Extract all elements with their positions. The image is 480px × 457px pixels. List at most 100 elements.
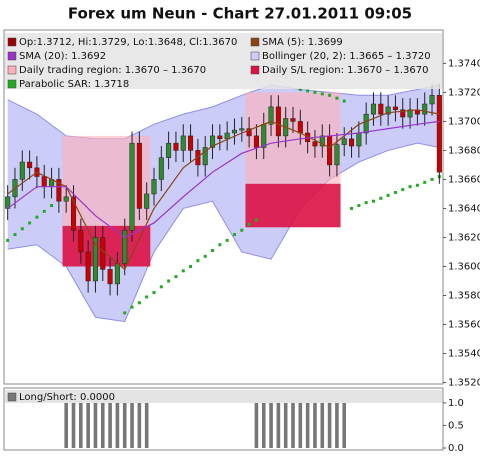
- y-tick-label: 1.3700: [448, 116, 480, 127]
- y-tick-label: 1.3740: [448, 58, 480, 69]
- y-tick-label: 0.0: [448, 443, 464, 454]
- candle-body: [436, 95, 442, 173]
- sar-dot: [174, 275, 178, 279]
- candle-body: [407, 109, 413, 118]
- sar-dot: [298, 87, 302, 91]
- legend-swatch: [7, 79, 17, 89]
- bar: [144, 402, 149, 448]
- candle-body: [312, 141, 318, 147]
- y-tick-label: 0.5: [448, 420, 464, 431]
- sma-line: [7, 109, 440, 271]
- mid-layer: [5, 83, 442, 448]
- legend-swatch: [250, 37, 260, 47]
- bar: [276, 402, 281, 448]
- legend-label: Daily S/L region: 1.3670 – 1.3670: [262, 65, 428, 76]
- sar-dot: [211, 249, 215, 253]
- candle-body: [400, 109, 406, 118]
- candle-body: [122, 229, 128, 264]
- candle-body: [246, 128, 252, 137]
- sar-dot: [247, 222, 251, 226]
- sar-dot: [393, 190, 397, 194]
- candle-body: [268, 106, 274, 125]
- sar-dot: [335, 96, 339, 100]
- legend-swatch: [250, 51, 260, 61]
- candle-body: [129, 142, 135, 231]
- legend-label: Daily trading region: 1.3670 – 1.3670: [19, 65, 206, 76]
- candle-body: [327, 135, 333, 166]
- sar-dot: [306, 89, 310, 93]
- y-tick-label: 1.3660: [448, 174, 480, 185]
- legend-label: Op:1.3712, Hi:1.3729, Lo:1.3648, Cl:1.36…: [19, 37, 237, 48]
- candle-body: [166, 142, 172, 158]
- sar-dot: [167, 279, 171, 283]
- sar-dot: [430, 177, 434, 181]
- y-tick-label: 1.0: [448, 398, 464, 409]
- legend-swatch: [7, 65, 17, 75]
- bar: [269, 402, 273, 448]
- sma-line: [7, 120, 440, 239]
- sar-dot: [320, 92, 324, 96]
- legend-box: [5, 33, 442, 89]
- legend-box: [5, 390, 442, 403]
- bar: [305, 402, 310, 448]
- bar: [283, 402, 288, 448]
- sar-dot: [6, 238, 10, 242]
- bar: [320, 402, 325, 448]
- candle-body: [356, 132, 362, 147]
- sar-dot: [232, 233, 236, 237]
- bar: [254, 402, 259, 448]
- legend-swatch: [7, 37, 17, 47]
- sar-dot: [203, 254, 207, 258]
- y-tick-label: 1.3540: [448, 349, 480, 360]
- sar-dot: [313, 90, 317, 94]
- sar-dot: [379, 196, 383, 200]
- sar-dot: [50, 204, 54, 208]
- candle-body: [349, 138, 355, 147]
- candle-body: [378, 103, 384, 115]
- legend-swatch: [250, 65, 260, 75]
- sar-dot: [240, 228, 244, 232]
- sar-dot: [189, 264, 193, 268]
- candle-body: [224, 132, 230, 140]
- candle-body: [297, 121, 303, 134]
- candle-body: [70, 196, 77, 231]
- candle-body: [253, 135, 259, 148]
- bar: [298, 402, 303, 448]
- bollinger-lower: [7, 142, 440, 323]
- candle-body: [363, 113, 369, 134]
- candle-body: [239, 128, 245, 131]
- candle-body: [41, 176, 47, 187]
- candle-body: [107, 269, 113, 285]
- front-layer: 1.3740 1.3720 1.3700 1.3680 1.3660 1.3640 1.36…: [443, 58, 480, 454]
- candle-body: [429, 95, 435, 105]
- sar-dot: [225, 238, 229, 242]
- bar: [79, 402, 83, 448]
- legend-label: SMA (5): 1.3699: [262, 37, 343, 48]
- candle-body: [261, 124, 267, 148]
- legend-label: Parabolic SAR: 1.3718: [19, 79, 129, 90]
- trading-region: [62, 135, 151, 226]
- y-tick-label: 1.3520: [448, 378, 480, 389]
- bar: [335, 402, 339, 448]
- bar: [313, 402, 317, 448]
- candle-body: [392, 106, 398, 111]
- sar-dot: [181, 269, 185, 273]
- candle-body: [370, 103, 377, 115]
- sar-dot: [145, 295, 149, 299]
- legend-swatch: [7, 392, 17, 402]
- candle-body: [275, 106, 281, 137]
- candle-body: [341, 138, 347, 145]
- legend: Op:1.3712, Hi:1.3729, Lo:1.3648, Cl:1.36…: [5, 33, 442, 403]
- y-tick-label: 1.3680: [448, 145, 480, 156]
- candle-body: [422, 103, 428, 115]
- bar: [100, 402, 105, 448]
- candle-body: [158, 157, 164, 180]
- bar: [93, 402, 98, 448]
- bar: [137, 402, 142, 448]
- sar-dot: [371, 199, 375, 203]
- sar-dot: [386, 193, 390, 197]
- candle-body: [202, 147, 208, 166]
- sar-dot: [137, 301, 141, 305]
- sar-dot: [408, 185, 412, 189]
